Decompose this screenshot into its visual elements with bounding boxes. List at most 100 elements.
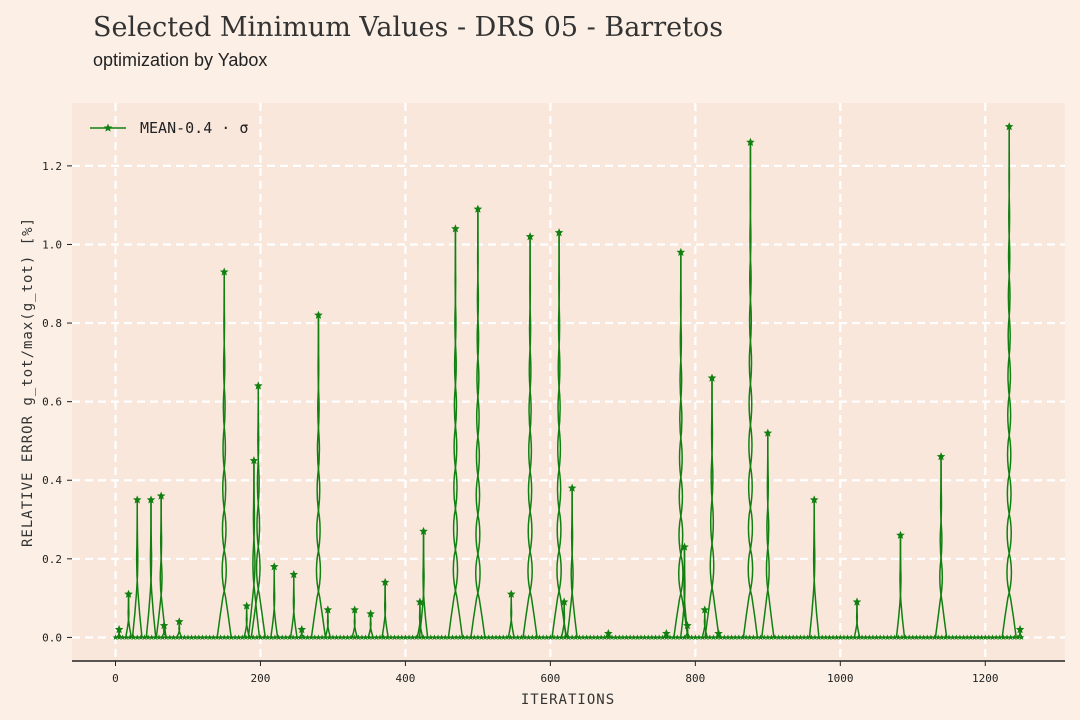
baseline-marker: [333, 634, 340, 640]
data-point: [174, 617, 184, 626]
data-point: [219, 267, 229, 276]
y-axis-label: RELATIVE ERROR g_tot/max(g_tot) [%]: [20, 217, 36, 547]
baseline-marker: [870, 634, 876, 640]
spike-line: [353, 609, 358, 638]
y-tick-label: 1.0: [42, 238, 62, 251]
baseline-marker: [844, 634, 851, 640]
baseline-marker: [525, 634, 532, 640]
spike-line: [149, 499, 157, 638]
baseline-marker: [960, 634, 967, 640]
baseline-marker: [529, 634, 536, 640]
baseline-marker: [431, 634, 438, 640]
baseline-marker: [362, 634, 369, 640]
baseline-marker: [562, 634, 568, 640]
data-point: [567, 483, 577, 492]
baseline-marker: [330, 634, 336, 640]
baseline-marker: [667, 634, 673, 640]
plot-background: [72, 103, 1065, 661]
spike-line: [563, 602, 568, 638]
baseline-marker: [275, 634, 282, 640]
baseline-marker: [141, 634, 148, 640]
baseline-marker: [272, 634, 278, 640]
baseline-marker: [116, 634, 122, 640]
baseline-marker: [337, 634, 344, 640]
baseline-marker: [884, 634, 891, 640]
baseline-marker: [721, 634, 728, 640]
baseline-marker: [728, 634, 735, 640]
baseline-marker: [395, 634, 402, 640]
baseline-marker: [996, 634, 1003, 640]
baseline-marker: [649, 634, 655, 640]
x-tick-label: 1200: [972, 672, 999, 685]
spike-line: [683, 547, 690, 638]
baseline-marker: [757, 634, 764, 640]
y-tick-label: 0.8: [42, 317, 62, 330]
data-point: [554, 228, 564, 237]
baseline-marker: [536, 634, 543, 640]
baseline-marker: [674, 634, 681, 640]
baseline-marker: [413, 634, 420, 640]
baseline-marker: [438, 634, 445, 640]
baseline-marker: [703, 634, 710, 640]
spike-line: [221, 271, 232, 638]
baseline-marker: [909, 634, 916, 640]
baseline-marker: [518, 634, 525, 640]
baseline-marker: [366, 634, 373, 640]
baseline-marker: [812, 634, 818, 640]
data-point: [289, 570, 299, 579]
baseline-marker: [257, 634, 264, 640]
baseline-marker: [388, 634, 394, 640]
y-tick-label: 0.6: [42, 396, 62, 409]
baseline-marker: [598, 634, 604, 640]
baseline-marker: [261, 634, 267, 640]
baseline-marker: [456, 634, 463, 640]
spike-line: [570, 488, 578, 638]
baseline-marker: [837, 634, 844, 640]
baseline-marker: [942, 634, 949, 640]
baseline-marker: [232, 634, 238, 640]
spike-line: [510, 594, 515, 638]
baseline-marker: [514, 634, 521, 640]
baseline-marker: [391, 634, 398, 640]
baseline-marker: [761, 634, 768, 640]
baseline-marker: [627, 634, 633, 640]
baseline-marker: [282, 634, 289, 640]
y-tick-label: 1.2: [42, 160, 62, 173]
data-point: [559, 597, 569, 606]
baseline-marker: [319, 634, 325, 640]
baseline-marker: [551, 634, 557, 640]
baseline-marker: [917, 634, 923, 640]
data-point: [746, 137, 755, 146]
data-point: [366, 609, 375, 618]
baseline-marker: [801, 634, 807, 640]
spike-line: [939, 456, 948, 638]
spike-line: [527, 236, 538, 638]
baseline-marker: [735, 634, 742, 640]
baseline-marker: [1004, 634, 1010, 640]
baseline-marker: [177, 634, 184, 640]
baseline-marker: [373, 634, 380, 640]
spike-line: [422, 531, 429, 638]
baseline-marker: [134, 634, 141, 640]
spike-line: [384, 582, 389, 638]
spike-line: [765, 433, 775, 638]
baseline-marker: [398, 634, 405, 640]
spike-line: [292, 574, 298, 638]
chart-subtitle: optimization by Yabox: [93, 50, 268, 70]
baseline-marker: [224, 634, 231, 640]
spike-line: [855, 602, 861, 638]
baseline-marker: [913, 634, 920, 640]
y-tick-label: 0.4: [42, 474, 62, 487]
baseline-marker: [344, 634, 351, 640]
baseline-marker: [572, 634, 579, 640]
data-point: [525, 232, 535, 241]
baseline-marker: [891, 634, 898, 640]
baseline-marker: [822, 634, 829, 640]
baseline-marker: [743, 634, 749, 640]
baseline-marker: [993, 634, 999, 640]
x-tick-label: 200: [251, 672, 271, 685]
y-tick-label: 0.2: [42, 553, 62, 566]
baseline-marker: [725, 634, 731, 640]
baseline-marker: [359, 634, 365, 640]
x-ticks: 0 200 400 600 800 1000 1200: [112, 661, 999, 685]
